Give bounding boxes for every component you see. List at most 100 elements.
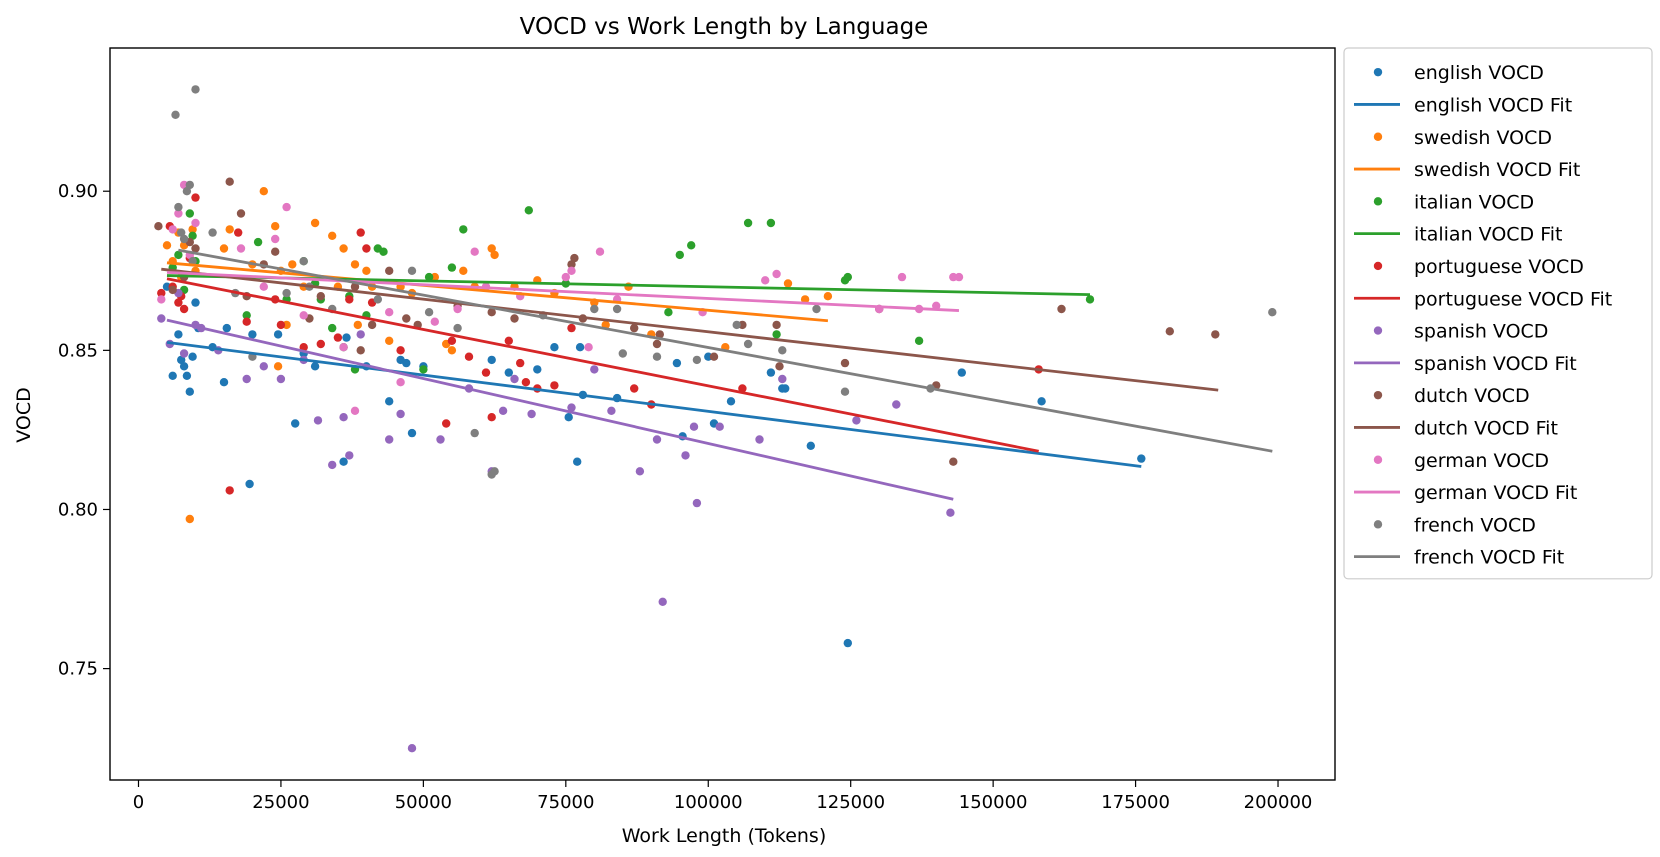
point-swedish-5	[185, 514, 194, 524]
point-dutch-37	[1211, 330, 1220, 339]
point-italian-22	[459, 225, 468, 234]
point-portuguese-26	[504, 336, 513, 345]
point-portuguese-32	[630, 384, 639, 393]
x-tick-label: 150000	[959, 792, 1028, 813]
point-spanish-7	[242, 374, 251, 384]
point-english-41	[766, 368, 776, 377]
point-dutch-0	[154, 222, 163, 231]
point-portuguese-18	[362, 244, 371, 253]
point-dutch-19	[487, 308, 496, 317]
point-dutch-14	[367, 320, 377, 330]
point-dutch-22	[570, 253, 579, 263]
point-dutch-5	[225, 177, 234, 186]
point-french-29	[743, 339, 753, 349]
point-german-29	[897, 272, 907, 282]
point-dutch-35	[1057, 304, 1066, 314]
point-italian-6	[242, 311, 251, 320]
point-swedish-8	[219, 244, 229, 253]
point-french-8	[208, 228, 217, 237]
legend-label-swedish: swedish VOCD	[1414, 127, 1552, 149]
y-tick-label: 0.90	[58, 181, 98, 202]
point-swedish-9	[225, 225, 234, 234]
point-portuguese-3	[174, 298, 183, 307]
point-german-16	[453, 304, 462, 314]
point-swedish-46	[823, 292, 833, 301]
fit-line-french	[178, 248, 1273, 453]
point-german-21	[567, 266, 576, 275]
point-english-43	[781, 384, 790, 393]
point-italian-23	[524, 206, 533, 215]
x-tick-label: 25000	[252, 792, 309, 813]
point-french-3	[179, 234, 189, 244]
point-spanish-27	[607, 406, 616, 415]
point-french-2	[177, 228, 186, 237]
point-french-31	[812, 304, 821, 314]
point-italian-26	[675, 250, 684, 260]
point-german-6	[236, 244, 246, 253]
y-tick-label: 0.85	[58, 340, 98, 361]
point-french-12	[299, 257, 308, 266]
point-french-30	[778, 346, 787, 355]
point-italian-12	[328, 323, 337, 333]
fit-line-german	[166, 270, 960, 312]
point-german-9	[282, 202, 291, 212]
point-french-28	[732, 320, 741, 330]
point-english-27	[487, 355, 496, 365]
point-dutch-26	[655, 330, 664, 339]
point-dutch-31	[840, 358, 850, 368]
point-swedish-18	[310, 218, 320, 228]
point-italian-20	[424, 272, 434, 282]
legend-label-spanish: spanish VOCD	[1414, 321, 1548, 343]
legend-marker-spanish	[1373, 326, 1383, 335]
point-portuguese-8	[225, 486, 234, 495]
point-swedish-13	[273, 362, 283, 371]
fit-line-swedish	[166, 261, 829, 323]
legend-marker-french	[1373, 520, 1383, 529]
point-dutch-21	[567, 260, 576, 269]
point-swedish-21	[339, 244, 348, 253]
point-french-5	[185, 180, 194, 190]
point-spanish-23	[510, 374, 519, 384]
point-english-2	[174, 330, 183, 339]
legend-fit-label-dutch: dutch VOCD Fit	[1414, 417, 1558, 439]
x-tick-label: 75000	[537, 792, 594, 813]
point-italian-3	[185, 209, 194, 218]
point-spanish-9	[276, 374, 286, 384]
point-english-15	[273, 330, 283, 339]
fit-line-dutch	[161, 267, 1219, 392]
point-dutch-11	[316, 292, 325, 301]
point-french-32	[840, 387, 850, 396]
point-english-29	[533, 365, 542, 374]
point-english-3	[177, 355, 186, 365]
point-portuguese-23	[464, 352, 474, 361]
point-german-27	[772, 269, 781, 279]
point-german-14	[396, 378, 405, 387]
point-french-17	[424, 308, 434, 317]
legend-fit-label-spanish: spanish VOCD Fit	[1414, 353, 1577, 375]
point-english-36	[672, 358, 682, 368]
legend: english VOCD english VOCD Fit swedish VOCD…	[1343, 47, 1653, 580]
point-italian-19	[419, 365, 428, 374]
point-spanish-24	[527, 409, 536, 419]
point-spanish-38	[892, 400, 901, 409]
y-axis: 0.75 0.80 0.85 0.90	[58, 181, 110, 680]
point-dutch-20	[510, 314, 519, 323]
point-portuguese-15	[333, 333, 343, 342]
fit-line-english	[166, 341, 1142, 468]
legend-marker-dutch	[1373, 390, 1383, 400]
point-german-0	[157, 295, 166, 304]
point-german-22	[584, 343, 593, 352]
point-spanish-32	[689, 422, 699, 431]
x-tick-label: 200000	[1244, 792, 1313, 813]
point-portuguese-30	[550, 381, 559, 390]
point-french-19	[470, 428, 479, 438]
point-italian-28	[743, 218, 753, 228]
x-tick-label: 175000	[1101, 792, 1170, 813]
point-swedish-12	[271, 222, 280, 231]
y-tick-label: 0.75	[58, 659, 98, 680]
point-portuguese-5	[179, 304, 189, 314]
chart-title: VOCD vs Work Length by Language	[520, 14, 929, 40]
legend-label-italian: italian VOCD	[1414, 191, 1534, 213]
point-spanish-33	[692, 498, 702, 508]
